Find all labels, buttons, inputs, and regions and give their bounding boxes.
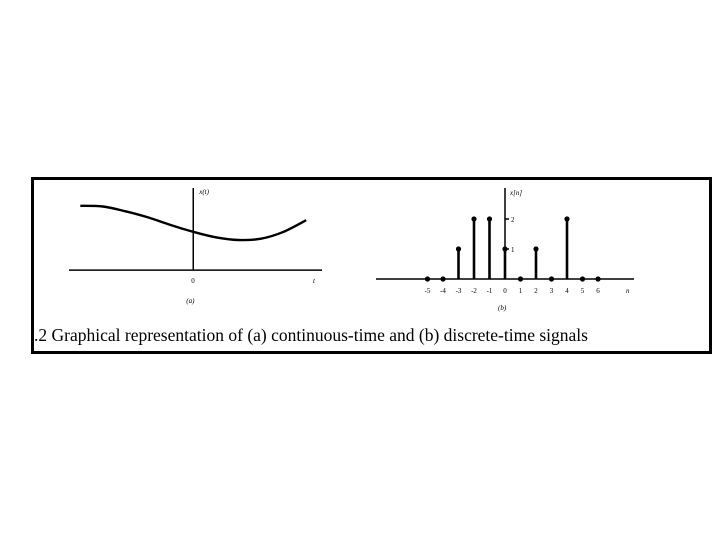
panel-b-discrete: x[n] n 1 2 -5 -4 -3 -2 -1 0 1 2 3 4 5 6 (b) (376, 188, 634, 312)
panel-b-tick-label: 6 (596, 287, 600, 295)
panel-b-y-tick-label: 2 (511, 216, 515, 224)
stem-point (471, 216, 477, 222)
panel-b-xlabel: n (626, 287, 630, 295)
panel-a-label: (a) (186, 297, 195, 305)
panel-a-ylabel: x(t) (198, 188, 209, 196)
stem-point (424, 276, 431, 282)
panel-b-tick-label: 2 (534, 287, 538, 295)
panel-b-tick-label: 0 (503, 287, 507, 295)
panel-b-tick-label: -1 (487, 287, 493, 295)
panel-a-origin-label: 0 (191, 277, 195, 285)
stem-point (564, 216, 570, 222)
panel-a-signal-curve (80, 204, 307, 242)
panel-b-tick-label: 3 (550, 287, 554, 295)
stem-point (455, 246, 462, 252)
panel-b-tick-label: -4 (440, 287, 446, 295)
panel-b-y-tick-label: 1 (511, 246, 515, 254)
signal-plots: x(t) t 0 (a) x[n] n 1 2 -5 -4 -3 -2 -1 0 1 2 3 4 5 6 (b) (69, 188, 634, 312)
panel-b-tick-label: 4 (565, 287, 569, 295)
stem-point (579, 276, 586, 282)
panel-a-xlabel: t (313, 277, 316, 285)
stem-point (486, 216, 493, 222)
stem-point (533, 246, 539, 252)
figure-frame: x(t) t 0 (a) x[n] n 1 2 -5 -4 -3 -2 -1 0 1 2 3 4 5 6 (b) .2… (31, 177, 712, 354)
panel-b-tick-label: 1 (519, 287, 523, 295)
stem-point (517, 276, 524, 282)
panel-b-label: (b) (498, 304, 507, 312)
panel-a-continuous: x(t) t 0 (a) (69, 188, 322, 305)
stem-point (595, 276, 601, 282)
panel-b-tick-label: 5 (581, 287, 585, 295)
stem-point (502, 246, 508, 252)
stem-point (440, 276, 446, 282)
panel-b-ylabel: x[n] (509, 189, 522, 197)
stem-point (548, 276, 555, 282)
panel-b-tick-label: -5 (425, 287, 431, 295)
figure-caption: .2 Graphical representation of (a) conti… (34, 325, 588, 345)
panel-b-tick-label: -2 (471, 287, 477, 295)
panel-b-tick-label: -3 (456, 287, 462, 295)
